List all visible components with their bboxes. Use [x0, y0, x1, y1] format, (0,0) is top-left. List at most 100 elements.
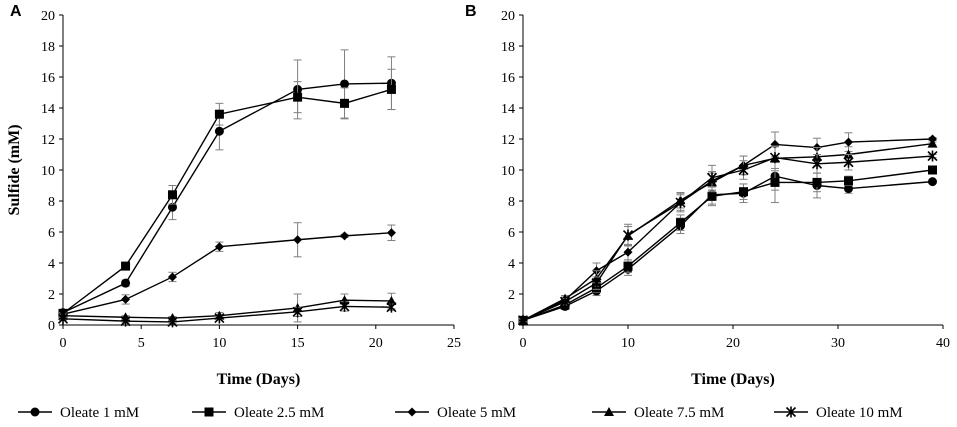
series-line	[522, 175, 933, 322]
data-point	[676, 218, 685, 228]
data-point	[386, 84, 396, 94]
y-tick-label: 4	[48, 257, 55, 272]
y-tick-label: 6	[48, 226, 55, 241]
data-point	[706, 172, 718, 184]
legend-entry: Oleate 10 mM	[774, 405, 903, 421]
legend-label: Oleate 7.5 mM	[634, 405, 724, 421]
data-point	[928, 177, 937, 187]
y-tick-label: 12	[41, 133, 55, 148]
data-point	[927, 138, 938, 148]
y-tick-label: 0	[508, 319, 515, 334]
x-axis-label: Time (Days)	[691, 371, 775, 388]
data-point	[386, 228, 396, 238]
data-point	[517, 314, 529, 326]
data-point	[812, 177, 822, 187]
data-point	[121, 294, 131, 304]
y-tick-label: 6	[508, 226, 515, 241]
data-point	[121, 278, 131, 288]
data-point	[591, 277, 602, 289]
data-point	[843, 156, 854, 168]
x-axis-label: Time (Days)	[217, 371, 301, 388]
panel-a: 0 2 4 6 8 10 12 14 16 18 20 0 5 10 15 20 25 Time (Days) Su…	[6, 3, 461, 388]
data-point	[340, 231, 350, 241]
x-tick-label: 25	[447, 336, 461, 351]
x-tick-label: 30	[831, 336, 845, 351]
series-x	[57, 300, 397, 328]
series-circle	[518, 161, 937, 325]
legend-label: Oleate 10 mM	[816, 405, 903, 421]
data-point	[292, 306, 303, 318]
y-tick-label: 2	[508, 288, 515, 303]
x-tick-label: 0	[520, 336, 527, 351]
y-tick-label: 16	[41, 71, 55, 86]
data-point	[214, 242, 224, 252]
data-point	[339, 300, 350, 312]
data-point	[386, 301, 397, 313]
y-tick-label: 0	[48, 319, 55, 334]
y-tick-label: 10	[501, 164, 515, 179]
series-x	[517, 146, 938, 326]
legend-entry: Oleate 7.5 mM	[592, 405, 724, 421]
y-tick-label: 4	[508, 257, 515, 272]
data-point	[559, 296, 571, 308]
legend-label: Oleate 5 mM	[437, 405, 516, 421]
y-tick-label: 20	[41, 9, 55, 24]
x-tick-label: 0	[60, 336, 67, 351]
series-circle	[58, 49, 396, 318]
data-point	[770, 177, 780, 187]
y-tick-label: 16	[501, 71, 515, 86]
x-tick-label: 10	[621, 336, 635, 351]
y-tick-label: 20	[501, 9, 515, 24]
legend-marker	[204, 407, 214, 417]
data-point	[769, 152, 781, 164]
legend-entry: Oleate 1 mM	[18, 405, 139, 421]
x-tick-label: 20	[726, 336, 740, 351]
data-point	[811, 158, 823, 170]
series-square	[58, 68, 396, 318]
data-point	[167, 316, 178, 328]
legend-label: Oleate 1 mM	[60, 405, 139, 421]
y-axis-label: Sulfide (mM)	[6, 124, 23, 215]
panel-label: A	[10, 3, 22, 20]
legend-marker	[604, 407, 614, 416]
data-point	[675, 197, 686, 209]
data-point	[214, 126, 224, 136]
y-tick-label: 12	[501, 133, 515, 148]
y-tick-label: 14	[41, 102, 55, 117]
y-tick-label: 18	[41, 40, 55, 55]
y-tick-label: 18	[501, 40, 515, 55]
series-line	[62, 88, 392, 314]
data-point	[214, 312, 225, 324]
data-point	[293, 92, 303, 102]
y-tick-label: 8	[508, 195, 515, 210]
x-tick-label: 40	[936, 336, 950, 351]
data-point	[844, 137, 853, 147]
data-point	[167, 190, 177, 200]
data-point	[928, 165, 937, 175]
data-point	[738, 164, 749, 176]
legend-label: Oleate 2.5 mM	[234, 405, 324, 421]
legend: Oleate 1 mM Oleate 2.5 mM Oleate 5 mM Oleat…	[18, 405, 903, 421]
data-point	[844, 176, 853, 186]
y-tick-label: 10	[41, 164, 55, 179]
data-point	[167, 202, 177, 212]
x-tick-label: 20	[369, 336, 383, 351]
legend-marker	[30, 407, 40, 417]
x-tick-label: 15	[291, 336, 305, 351]
data-point	[57, 313, 69, 325]
legend-marker	[785, 406, 797, 418]
series-line	[522, 155, 933, 321]
y-tick-label: 2	[48, 288, 55, 303]
data-point	[623, 261, 633, 271]
data-point	[340, 79, 350, 89]
panel-label: B	[465, 3, 477, 20]
data-point	[214, 109, 224, 119]
data-point	[293, 235, 303, 245]
series-line	[522, 169, 933, 322]
data-point	[623, 247, 633, 257]
data-point	[739, 187, 748, 197]
x-tick-label: 5	[138, 336, 145, 351]
panel-b: 0 2 4 6 8 10 12 14 16 18 20 0 10 20 30 40 Time (Days) B	[465, 3, 950, 388]
data-point	[927, 150, 938, 162]
